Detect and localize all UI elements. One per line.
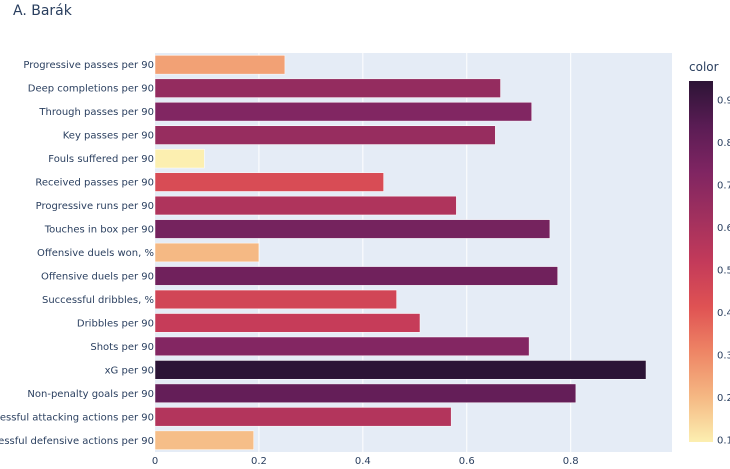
bar [154, 407, 452, 427]
x-tick-label: 0.6 [459, 456, 475, 467]
bar [154, 148, 205, 169]
x-tick-label: 0.4 [355, 456, 371, 467]
bar [154, 195, 457, 216]
category-label: xG per 90 [105, 365, 154, 376]
category-label: Progressive runs per 90 [36, 201, 154, 212]
category-label: Successful dribbles, % [42, 295, 154, 306]
colorbar-tick-label: 0.1 [717, 435, 730, 446]
colorbar-tick-label: 0.8 [717, 138, 730, 149]
colorbar [689, 81, 713, 442]
bar [154, 125, 496, 145]
bar [154, 336, 530, 357]
bar [154, 266, 558, 286]
category-label: Offensive duels per 90 [41, 271, 154, 282]
category-label: Successful defensive actions per 90 [0, 436, 154, 447]
chart-title: A. Barák [13, 3, 73, 19]
bar [154, 383, 577, 403]
bar [154, 313, 421, 333]
colorbar-tick-label: 0.3 [717, 350, 730, 361]
y-axis-tick-labels: Progressive passes per 90 Deep completion… [0, 60, 154, 447]
colorbar-tick-label: 0.9 [717, 96, 730, 107]
colorbar-tick-label: 0.2 [717, 393, 730, 404]
colorbar-tick-label: 0.7 [717, 181, 730, 192]
category-label: Received passes per 90 [35, 178, 154, 189]
x-axis-tick-labels: 0 0.2 0.4 0.6 0.8 [152, 456, 579, 467]
category-label: Touches in box per 90 [44, 225, 154, 236]
category-label: Shots per 90 [90, 342, 154, 353]
bar [154, 360, 647, 380]
category-label: Progressive passes per 90 [23, 60, 154, 71]
bar [154, 242, 260, 263]
bar [154, 78, 501, 98]
colorbar-tick-label: 0.5 [717, 265, 730, 276]
x-tick-label: 0 [152, 456, 158, 467]
colorbar-tick-labels: 0.1 0.2 0.3 0.4 0.5 0.6 0.7 0.8 0.9 [717, 96, 730, 447]
colorbar-tick-label: 0.6 [717, 223, 730, 234]
category-label: Through passes per 90 [38, 107, 154, 118]
bar [154, 55, 286, 75]
category-label: Deep completions per 90 [28, 84, 154, 95]
x-tick-label: 0.2 [251, 456, 267, 467]
colorbar-title: color [689, 60, 719, 74]
category-label: Fouls suffered per 90 [48, 154, 154, 165]
category-label: Key passes per 90 [63, 131, 154, 142]
category-label: Offensive duels won, % [37, 248, 154, 259]
bar [154, 102, 532, 122]
category-label: Dribbles per 90 [77, 318, 154, 329]
bar [154, 219, 551, 239]
bar [154, 172, 384, 192]
bar [154, 430, 254, 450]
bar [154, 289, 397, 310]
bars [154, 55, 647, 450]
colorbar-tick-label: 0.4 [717, 308, 730, 319]
x-tick-label: 0.8 [563, 456, 579, 467]
category-label: Non-penalty goals per 90 [27, 389, 154, 400]
category-label: Successful attacking actions per 90 [0, 412, 154, 423]
